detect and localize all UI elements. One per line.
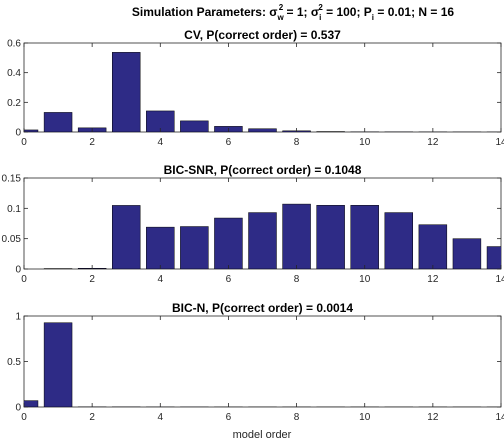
bic-n-y-tick-label: 0.5 [7, 357, 21, 368]
cv-bar-7 [248, 128, 277, 132]
bic-n-x-tick-label: 4 [158, 412, 164, 423]
bic-n-x-tick-label: 10 [359, 412, 371, 423]
bic-n-x-tick-label: 0 [21, 412, 27, 423]
cv-x-tick-label: 2 [89, 137, 95, 148]
bic-n-bar-1 [43, 322, 73, 407]
bic-snr-bar-8 [282, 203, 311, 269]
bic-snr-title: BIC-SNR, P(correct order) = 0.1048 [164, 163, 362, 177]
bic-snr-x-tick-label: 12 [427, 274, 439, 285]
bic-snr-bar-9 [316, 205, 345, 269]
bic-snr-bar-4 [146, 226, 175, 269]
bic-snr-x-tick-label: 2 [89, 274, 95, 285]
bic-n-x-tick-label: 12 [427, 412, 439, 423]
bic-snr-bar-12 [418, 224, 448, 269]
figure-suptitle: Simulation Parameters: σw2 = 1; σi2 = 10… [132, 3, 455, 22]
bic-snr-panel: 0 2 4 6 8 10 12 14 0 0.05 0.1 0.15 BIC-SNR, P(correc… [2, 163, 504, 285]
bic-snr-bar-6 [214, 217, 243, 269]
cv-title: CV, P(correct order) = 0.537 [184, 28, 341, 42]
x-axis-label: model order [233, 429, 292, 441]
cv-x-tick-label: 4 [158, 137, 164, 148]
bic-n-x-tick-label: 14 [495, 412, 504, 423]
bic-snr-x-tick-label: 6 [226, 274, 232, 285]
bic-snr-y-tick-label: 0 [15, 265, 21, 276]
cv-x-tick-label: 0 [21, 137, 27, 148]
cv-bar-1 [43, 112, 73, 132]
cv-bar-5 [180, 120, 209, 132]
bic-snr-y-tick-label: 0.05 [2, 234, 22, 245]
cv-x-tick-label: 8 [294, 137, 300, 148]
cv-bar-4 [146, 110, 175, 132]
cv-y-tick-label: 0 [15, 128, 21, 139]
cv-y-tick-label: 0.2 [7, 98, 21, 109]
bic-n-y-tick-label: 1 [15, 312, 21, 323]
bic-snr-bar-11 [384, 212, 414, 269]
bic-snr-bar-10 [350, 205, 379, 269]
bic-snr-y-tick-label: 0.1 [7, 204, 21, 215]
bic-snr-bar-14 [486, 246, 501, 269]
bic-n-x-tick-label: 6 [226, 412, 232, 423]
bic-snr-bar-7 [248, 212, 277, 269]
bic-snr-bar-13 [452, 238, 482, 269]
bic-n-x-tick-label: 8 [294, 412, 300, 423]
bic-snr-bar-5 [180, 226, 209, 269]
bic-n-x-tick-label: 2 [89, 412, 95, 423]
bic-snr-x-tick-label: 0 [21, 274, 27, 285]
bic-snr-x-tick-label: 8 [294, 274, 300, 285]
bic-snr-bar-3 [111, 205, 141, 269]
bic-n-panel: 0 2 4 6 8 10 12 14 0 0.5 1 BIC-N, P(correct order) … [7, 301, 504, 423]
cv-x-tick-label: 12 [427, 137, 439, 148]
cv-x-tick-label: 10 [359, 137, 371, 148]
cv-x-tick-label: 14 [495, 137, 504, 148]
cv-y-tick-label: 0.6 [7, 39, 21, 50]
cv-axes [23, 42, 502, 133]
bic-n-axes [23, 315, 502, 408]
cv-x-tick-label: 6 [226, 137, 232, 148]
bic-n-bar-0 [24, 400, 39, 407]
bic-n-y-tick-label: 0 [15, 403, 21, 414]
bic-snr-bars [43, 203, 501, 269]
bic-snr-x-tick-label: 10 [359, 274, 371, 285]
bic-snr-x-tick-label: 4 [158, 274, 164, 285]
cv-panel: 0 2 4 6 8 10 12 14 0 0.2 0.4 0.6 CV, P(correct order… [7, 28, 504, 148]
cv-bar-3 [111, 52, 141, 132]
bic-snr-y-tick-label: 0.15 [2, 174, 22, 185]
cv-bar-0 [24, 129, 39, 132]
bic-n-title: BIC-N, P(correct order) = 0.0014 [172, 301, 353, 315]
cv-y-tick-label: 0.4 [7, 68, 21, 79]
bic-snr-x-tick-label: 14 [495, 274, 504, 285]
